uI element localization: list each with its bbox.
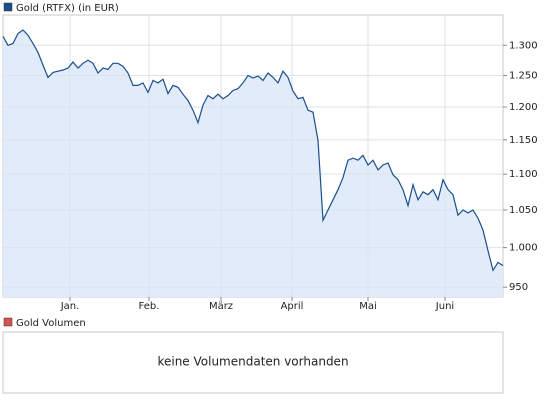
x-tick-label: Jan. [60, 301, 80, 312]
y-tick-label: 1.150 [509, 135, 538, 146]
x-tick-label: März [209, 301, 233, 312]
y-tick-label: 950 [509, 282, 528, 293]
legend-label: Gold (RTFX) (in EUR) [16, 3, 119, 14]
x-tick-label: Juni [435, 301, 454, 312]
y-tick-label: 1.000 [509, 243, 538, 254]
x-tick-label: Mai [359, 301, 377, 312]
x-tick-label: April [281, 301, 304, 312]
legend-swatch [3, 317, 13, 327]
y-tick-label: 1.200 [509, 102, 538, 113]
legend-label: Gold Volumen [16, 318, 86, 329]
y-tick-label: 1.300 [509, 40, 538, 51]
no-data-message: keine Volumendaten vorhanden [157, 355, 348, 369]
area [3, 30, 503, 297]
x-tick-label: Feb. [139, 301, 160, 312]
legend-swatch [3, 2, 13, 12]
y-tick-label: 1.100 [509, 169, 538, 180]
y-tick-label: 1.050 [509, 205, 538, 216]
volume-frame [2, 331, 504, 394]
y-tick-label: 1.250 [509, 71, 538, 82]
line [2, 29, 504, 272]
